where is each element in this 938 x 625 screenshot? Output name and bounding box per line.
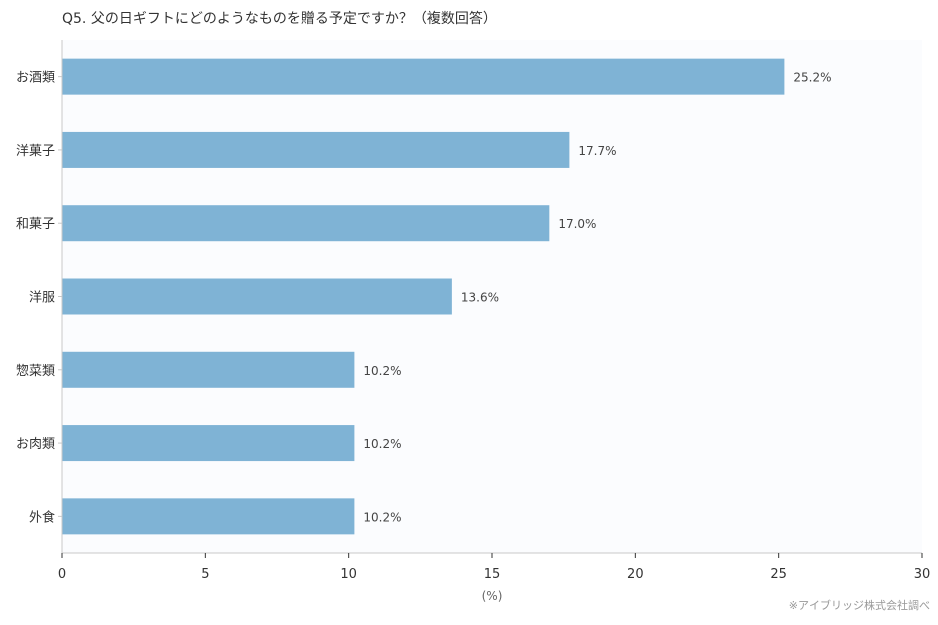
x-tick-label: 20 [627,567,644,582]
category-label: 惣菜類 [16,364,55,379]
x-axis-label: (%) [482,589,503,603]
value-label: 10.2% [363,364,401,378]
bar-2 [62,131,570,168]
x-tick-label: 25 [770,567,787,582]
value-label: 17.0% [558,217,596,231]
bar-3 [62,205,550,242]
category-label: 和菓子 [16,217,55,232]
bars-layer: お酒類 25.2% 洋菓子 17.7% 和菓子 17.0% 洋服 13.6% 惣菜類 10.2% お… [16,58,832,535]
x-tick-label: 15 [484,567,501,582]
bar-7 [62,498,355,535]
bar-4 [62,278,452,315]
x-ticks-layer: 0 5 10 15 20 25 30 [58,553,930,582]
category-label: 外食 [29,509,55,525]
category-label: 洋菓子 [16,144,55,159]
x-tick-label: 5 [201,567,209,582]
bar-5 [62,351,355,388]
category-label: お酒類 [16,71,55,86]
value-label: 10.2% [363,437,401,451]
x-tick-label: 0 [58,567,66,582]
category-label: お肉類 [16,437,55,452]
x-tick-label: 10 [340,567,357,582]
chart-title: Q5. 父の日ギフトにどのようなものを贈る予定ですか？（複数回答） [62,11,497,27]
bar-6 [62,425,355,462]
source-note: ※アイブリッジ株式会社調べ [788,599,930,612]
value-label: 10.2% [363,510,401,524]
value-label: 25.2% [793,71,831,85]
value-label: 17.7% [578,144,616,158]
value-label: 13.6% [461,291,499,305]
category-label: 洋服 [29,291,55,306]
bar-1 [62,58,785,95]
x-tick-label: 30 [914,567,931,582]
